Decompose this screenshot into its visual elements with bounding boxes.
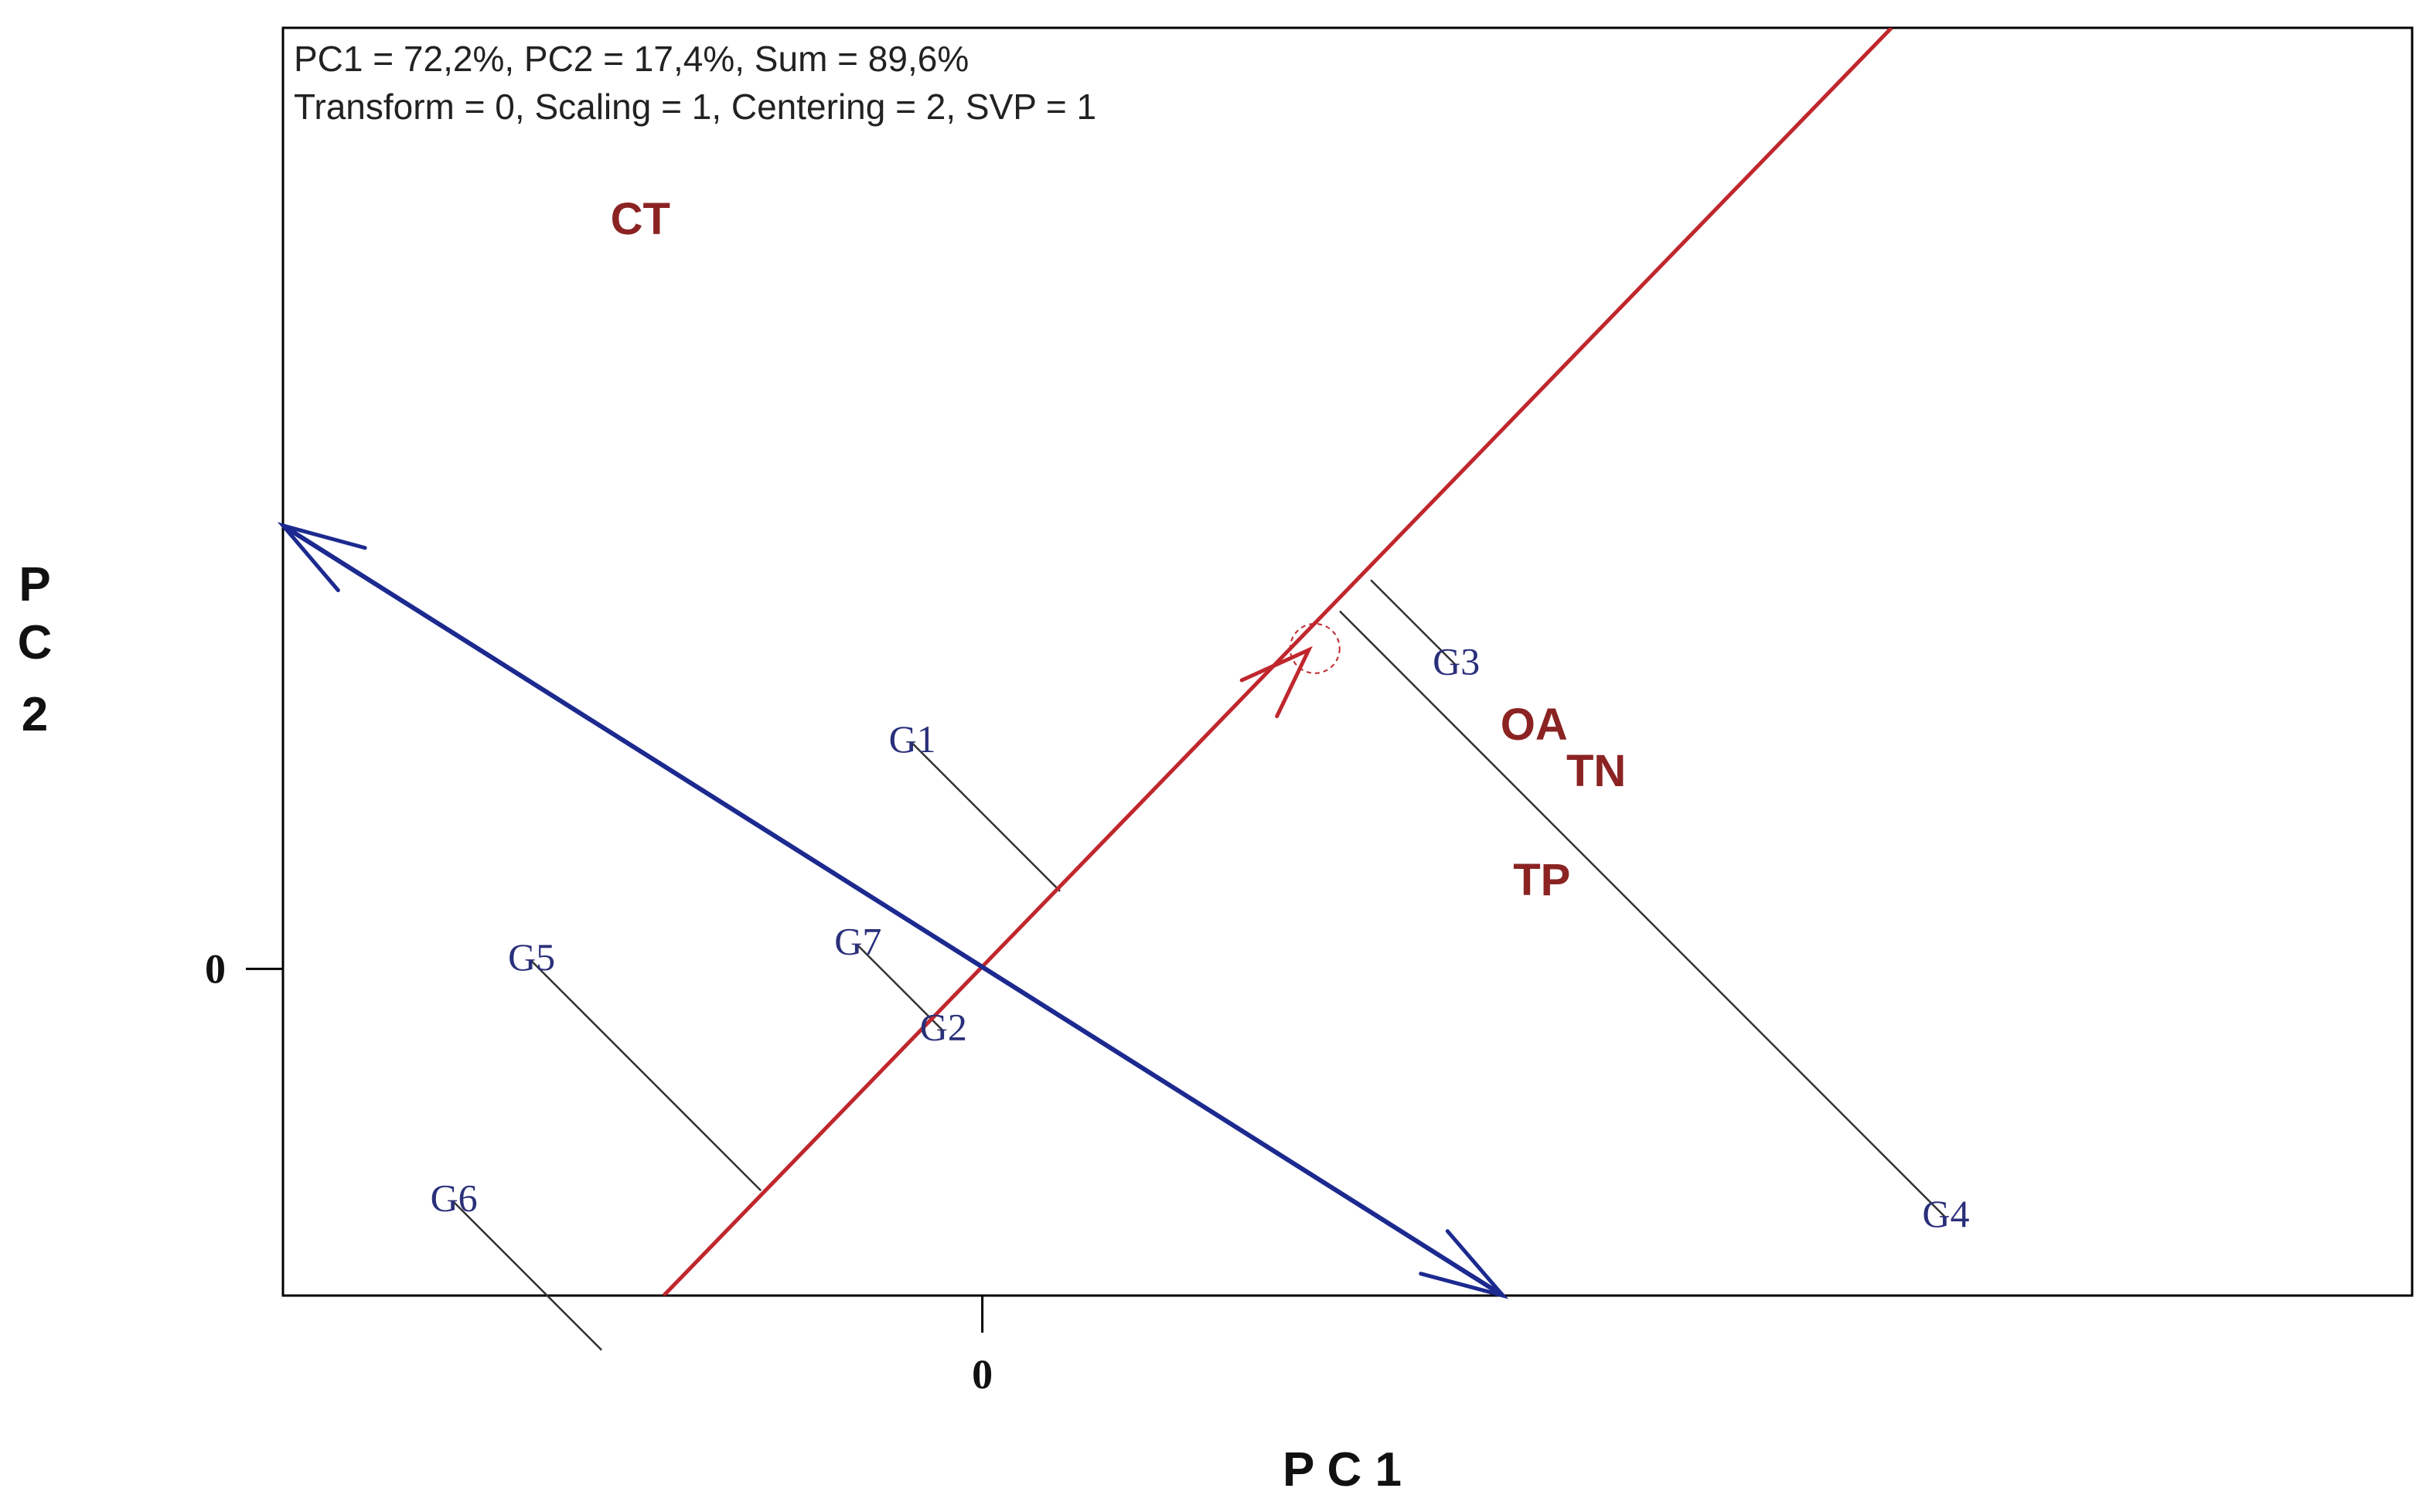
trait-label-oa: OA: [1501, 700, 1568, 750]
y-axis-title: P C 2: [18, 558, 53, 741]
genotype-label-g4: G4: [1922, 1192, 1969, 1235]
trait-label-tp: TP: [1513, 855, 1570, 905]
trait-label-ct: CT: [611, 194, 670, 244]
plot-frame: [281, 26, 2414, 1297]
genotype-label-g2: G2: [920, 1005, 967, 1048]
projection-line-g3: [1370, 579, 1457, 666]
projection-line-g7: [857, 945, 933, 1020]
axis-ticks: 00: [205, 945, 993, 1398]
projection-line-g1: [912, 742, 1061, 892]
mean-axis-line: [662, 28, 1893, 1296]
perpendicular-axis-arrowhead-end: [1419, 1229, 1509, 1299]
y-axis-title-letter-3: 2: [22, 688, 48, 741]
projection-lines: [453, 579, 1947, 1351]
projection-line-g2: [931, 1018, 945, 1032]
genotype-label-g6: G6: [431, 1177, 478, 1220]
y-axis-title-letter-1: P: [19, 558, 50, 611]
x-axis-title: P C 1: [1283, 1443, 1402, 1497]
genotype-label-g5: G5: [508, 935, 555, 979]
info-line-1: PC1 = 72,2%, PC2 = 17,4%, Sum = 89,6%: [294, 39, 969, 79]
projection-line-g6: [453, 1201, 602, 1351]
projection-line-g4: [1339, 610, 1947, 1219]
y-tick-label-0: 0: [205, 945, 226, 992]
genotype-label-g7: G7: [834, 920, 881, 963]
projection-line-g5: [530, 960, 762, 1192]
x-tick-label-0: 0: [972, 1351, 993, 1398]
axis-arrowheads: [277, 522, 1509, 1299]
genotype-label-g1: G1: [889, 717, 936, 761]
genotype-label-g3: G3: [1433, 639, 1480, 683]
biplot-axes: [283, 28, 1893, 1296]
trait-label-tn: TN: [1566, 746, 1626, 796]
perpendicular-axis-line: [283, 523, 1504, 1296]
info-line-2: Transform = 0, Scaling = 1, Centering = …: [294, 87, 1096, 127]
mean-axis-arrowhead: [1239, 645, 1313, 719]
average-environment-circle: [1289, 622, 1341, 674]
perpendicular-axis-arrowhead-start: [277, 522, 367, 593]
y-axis-title-letter-2: C: [18, 616, 53, 669]
